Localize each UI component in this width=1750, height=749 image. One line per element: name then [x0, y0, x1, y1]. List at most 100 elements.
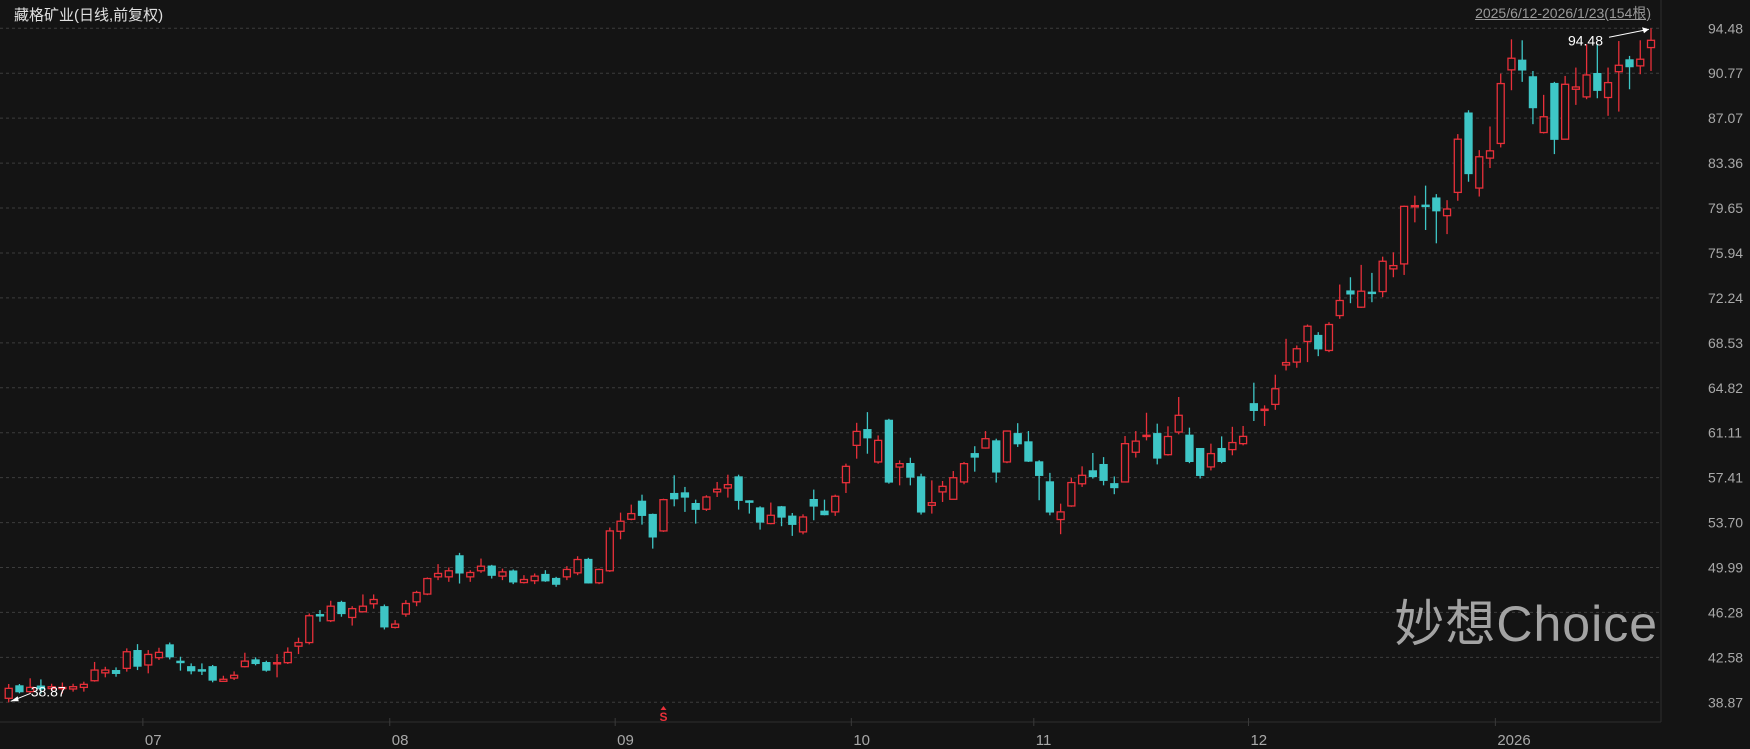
candle-body: [1271, 388, 1280, 406]
candle-down: [970, 446, 979, 472]
candle-up: [981, 431, 990, 449]
candle-up: [1067, 477, 1076, 507]
candle-up: [1475, 150, 1484, 197]
candle-up: [1174, 396, 1183, 435]
x-tick-label: 12: [1250, 732, 1267, 749]
candle-up: [659, 498, 668, 532]
event-marker-arrow-icon: [660, 706, 667, 710]
candle-down: [1153, 423, 1162, 465]
date-range-link[interactable]: 2025/6/12-2026/1/23(154根): [1475, 5, 1651, 21]
candle-body: [1560, 83, 1570, 140]
candle-body: [949, 477, 958, 500]
candle-down: [1518, 40, 1527, 82]
candle-up: [4, 683, 13, 703]
candle-up: [1496, 73, 1505, 148]
candle-up: [1238, 425, 1248, 446]
candle-up: [1142, 412, 1151, 441]
candle-up: [1303, 324, 1312, 363]
candle-body: [970, 453, 979, 458]
candle-body: [584, 558, 593, 584]
candle-body: [551, 577, 561, 585]
candle-body: [959, 463, 969, 483]
candle-up: [122, 648, 131, 672]
candle-body: [240, 660, 249, 668]
candle-up: [1357, 264, 1366, 308]
candle-body: [906, 463, 915, 478]
candle-up: [831, 494, 840, 516]
candle-body: [1442, 208, 1452, 217]
candle-up: [1636, 40, 1645, 75]
candle-down: [1593, 44, 1602, 99]
candle-body: [777, 506, 786, 518]
candle-body: [1088, 470, 1097, 478]
candle-up: [101, 666, 110, 678]
y-tick-label: 61.11: [1708, 425, 1742, 441]
candle-down: [1035, 460, 1044, 501]
candle-down: [820, 499, 829, 516]
candle-up: [79, 681, 88, 692]
candle-up: [444, 567, 453, 582]
candle-down: [509, 569, 518, 585]
x-tick-label: 11: [1036, 732, 1052, 749]
candle-up: [530, 573, 539, 585]
candle-body: [541, 573, 550, 582]
candle-up: [154, 647, 164, 661]
candle-down: [262, 660, 271, 672]
candle-up: [358, 594, 368, 613]
candle-up: [1507, 39, 1516, 91]
candle-body: [691, 503, 700, 510]
max-price-label: 94.48: [1568, 32, 1603, 48]
candle-up: [562, 566, 572, 581]
candle-body: [144, 653, 153, 666]
candle-up: [219, 675, 228, 682]
candle-body: [852, 430, 861, 447]
candle-body: [1389, 264, 1398, 270]
candle-down: [133, 644, 142, 671]
candle-body: [594, 568, 604, 584]
candle-up: [841, 463, 851, 493]
candle-down: [670, 475, 679, 507]
candle-body: [670, 492, 679, 500]
candle-body: [992, 440, 1001, 473]
candle-body: [1603, 81, 1613, 99]
candle-body: [874, 439, 883, 463]
candle-body: [895, 463, 904, 468]
candle-body: [466, 571, 475, 578]
y-tick-label: 72.24: [1708, 290, 1743, 306]
candle-down: [36, 679, 46, 694]
candle-down: [1110, 476, 1119, 495]
candle-body: [605, 530, 614, 572]
candle-body: [1024, 441, 1033, 462]
candle-down: [734, 474, 743, 510]
candle-up: [895, 460, 904, 486]
candle-up: [927, 480, 936, 514]
candle-down: [680, 486, 690, 512]
candle-body: [294, 641, 303, 647]
candle-down: [1421, 185, 1430, 230]
candle-up: [1056, 503, 1065, 535]
candle-body: [1013, 433, 1022, 445]
candle-body: [229, 674, 239, 679]
x-tick-label: 08: [392, 732, 409, 749]
candle-body: [208, 666, 217, 681]
candle-body: [283, 651, 292, 664]
candle-down: [884, 418, 894, 484]
y-tick-label: 46.28: [1708, 604, 1743, 620]
candle-body: [723, 483, 733, 489]
candle-body: [788, 515, 797, 525]
candle-down: [1185, 427, 1194, 464]
candle-up: [959, 461, 969, 485]
candle-up: [466, 570, 475, 582]
candle-body: [315, 614, 325, 617]
candle-up: [423, 577, 432, 596]
candle-down: [176, 656, 185, 671]
x-tick-label: 2026: [1497, 732, 1530, 749]
candle-up: [616, 512, 625, 540]
candle-body: [1550, 82, 1559, 140]
candle-up: [476, 558, 486, 573]
candle-body: [509, 570, 518, 583]
y-tick-label: 79.65: [1708, 200, 1743, 216]
candle-body: [1625, 59, 1634, 68]
candle-down: [788, 512, 797, 536]
candle-down: [1088, 452, 1097, 479]
